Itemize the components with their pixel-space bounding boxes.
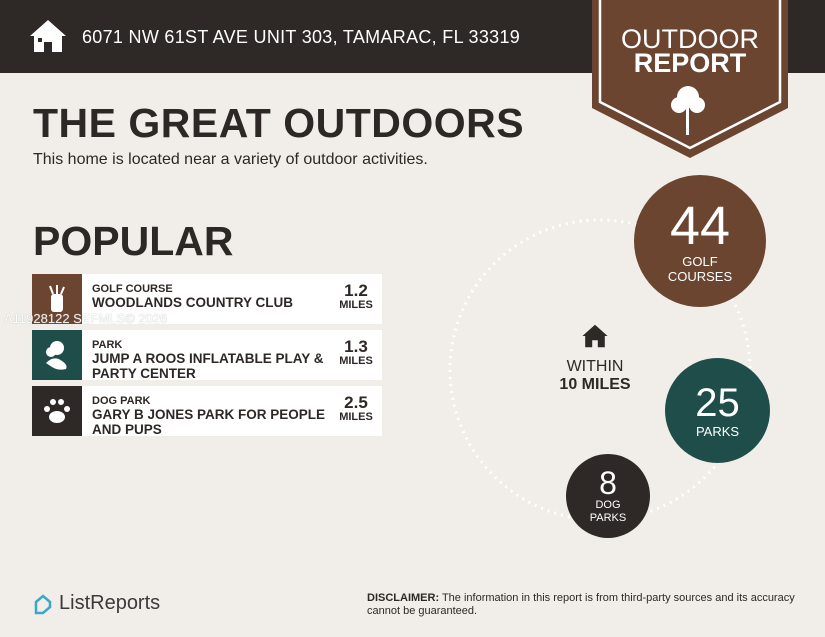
- disclaimer: DISCLAIMER: The information in this repo…: [367, 592, 797, 618]
- item-distance: 1.2: [344, 281, 368, 300]
- popular-item-park: PARK JUMP A ROOS INFLATABLE PLAY & PARTY …: [32, 330, 382, 381]
- item-unit: MILES: [339, 299, 373, 311]
- item-name: GARY B JONES PARK FOR PEOPLE AND PUPS: [92, 407, 326, 437]
- banner-line1: OUTDOOR: [621, 24, 759, 54]
- listreports-logo-icon: [34, 593, 52, 614]
- watermark: A11928122 SEFMLS© 2026: [4, 311, 168, 326]
- within-distance: 10 MILES: [559, 376, 631, 393]
- within-line1: WITHIN: [566, 358, 624, 375]
- house-icon: [30, 20, 66, 52]
- item-distance: 1.3: [344, 337, 368, 356]
- item-category: GOLF COURSE: [92, 283, 173, 295]
- logo-text: ListReports: [59, 592, 161, 614]
- parks-stat: 25 PARKS: [665, 358, 770, 463]
- popular-item-golf: GOLF COURSE WOODLANDS COUNTRY CLUB 1.2 MIL…: [32, 274, 382, 324]
- item-category: PARK: [92, 339, 123, 351]
- item-unit: MILES: [339, 411, 373, 423]
- stat-label: GOLF COURSES: [667, 254, 733, 284]
- item-distance: 2.5: [344, 393, 368, 412]
- disclaimer-label: DISCLAIMER:: [367, 592, 440, 604]
- tree-icon: [671, 86, 705, 135]
- golf-courses-stat: 44 GOLF COURSES: [634, 175, 766, 307]
- stat-label: PARKS: [695, 424, 740, 439]
- stat-label: DOG PARKS: [589, 499, 627, 524]
- disclaimer-text: The information in this report is from t…: [367, 592, 795, 617]
- banner-line2: REPORT: [633, 48, 747, 78]
- dog-parks-stat: 8 DOG PARKS: [566, 454, 650, 538]
- popular-item-dog-park: DOG PARK GARY B JONES PARK FOR PEOPLE AND…: [32, 386, 382, 437]
- item-name: JUMP A ROOS INFLATABLE PLAY & PARTY CENT…: [92, 351, 324, 381]
- page-title: THE GREAT OUTDOORS: [33, 100, 525, 146]
- stat-count: 25: [695, 381, 740, 425]
- golf-bag-icon: [32, 274, 82, 324]
- listreports-logo: ListReports: [33, 592, 160, 615]
- outdoor-report-banner: [592, 0, 788, 158]
- item-unit: MILES: [339, 355, 373, 367]
- paw-icon: [32, 386, 82, 436]
- stat-count: 44: [669, 196, 731, 256]
- item-category: DOG PARK: [92, 395, 151, 407]
- page-subtitle: This home is located near a variety of o…: [33, 151, 428, 168]
- house-icon: [582, 324, 608, 348]
- popular-heading: POPULAR: [33, 218, 234, 264]
- item-name: WOODLANDS COUNTRY CLUB: [92, 295, 293, 310]
- park-icon: [32, 330, 82, 380]
- within-label: WITHIN 10 MILES: [540, 358, 650, 394]
- address: 6071 NW 61ST AVE UNIT 303, TAMARAC, FL 3…: [82, 27, 521, 47]
- stat-count: 8: [599, 465, 617, 501]
